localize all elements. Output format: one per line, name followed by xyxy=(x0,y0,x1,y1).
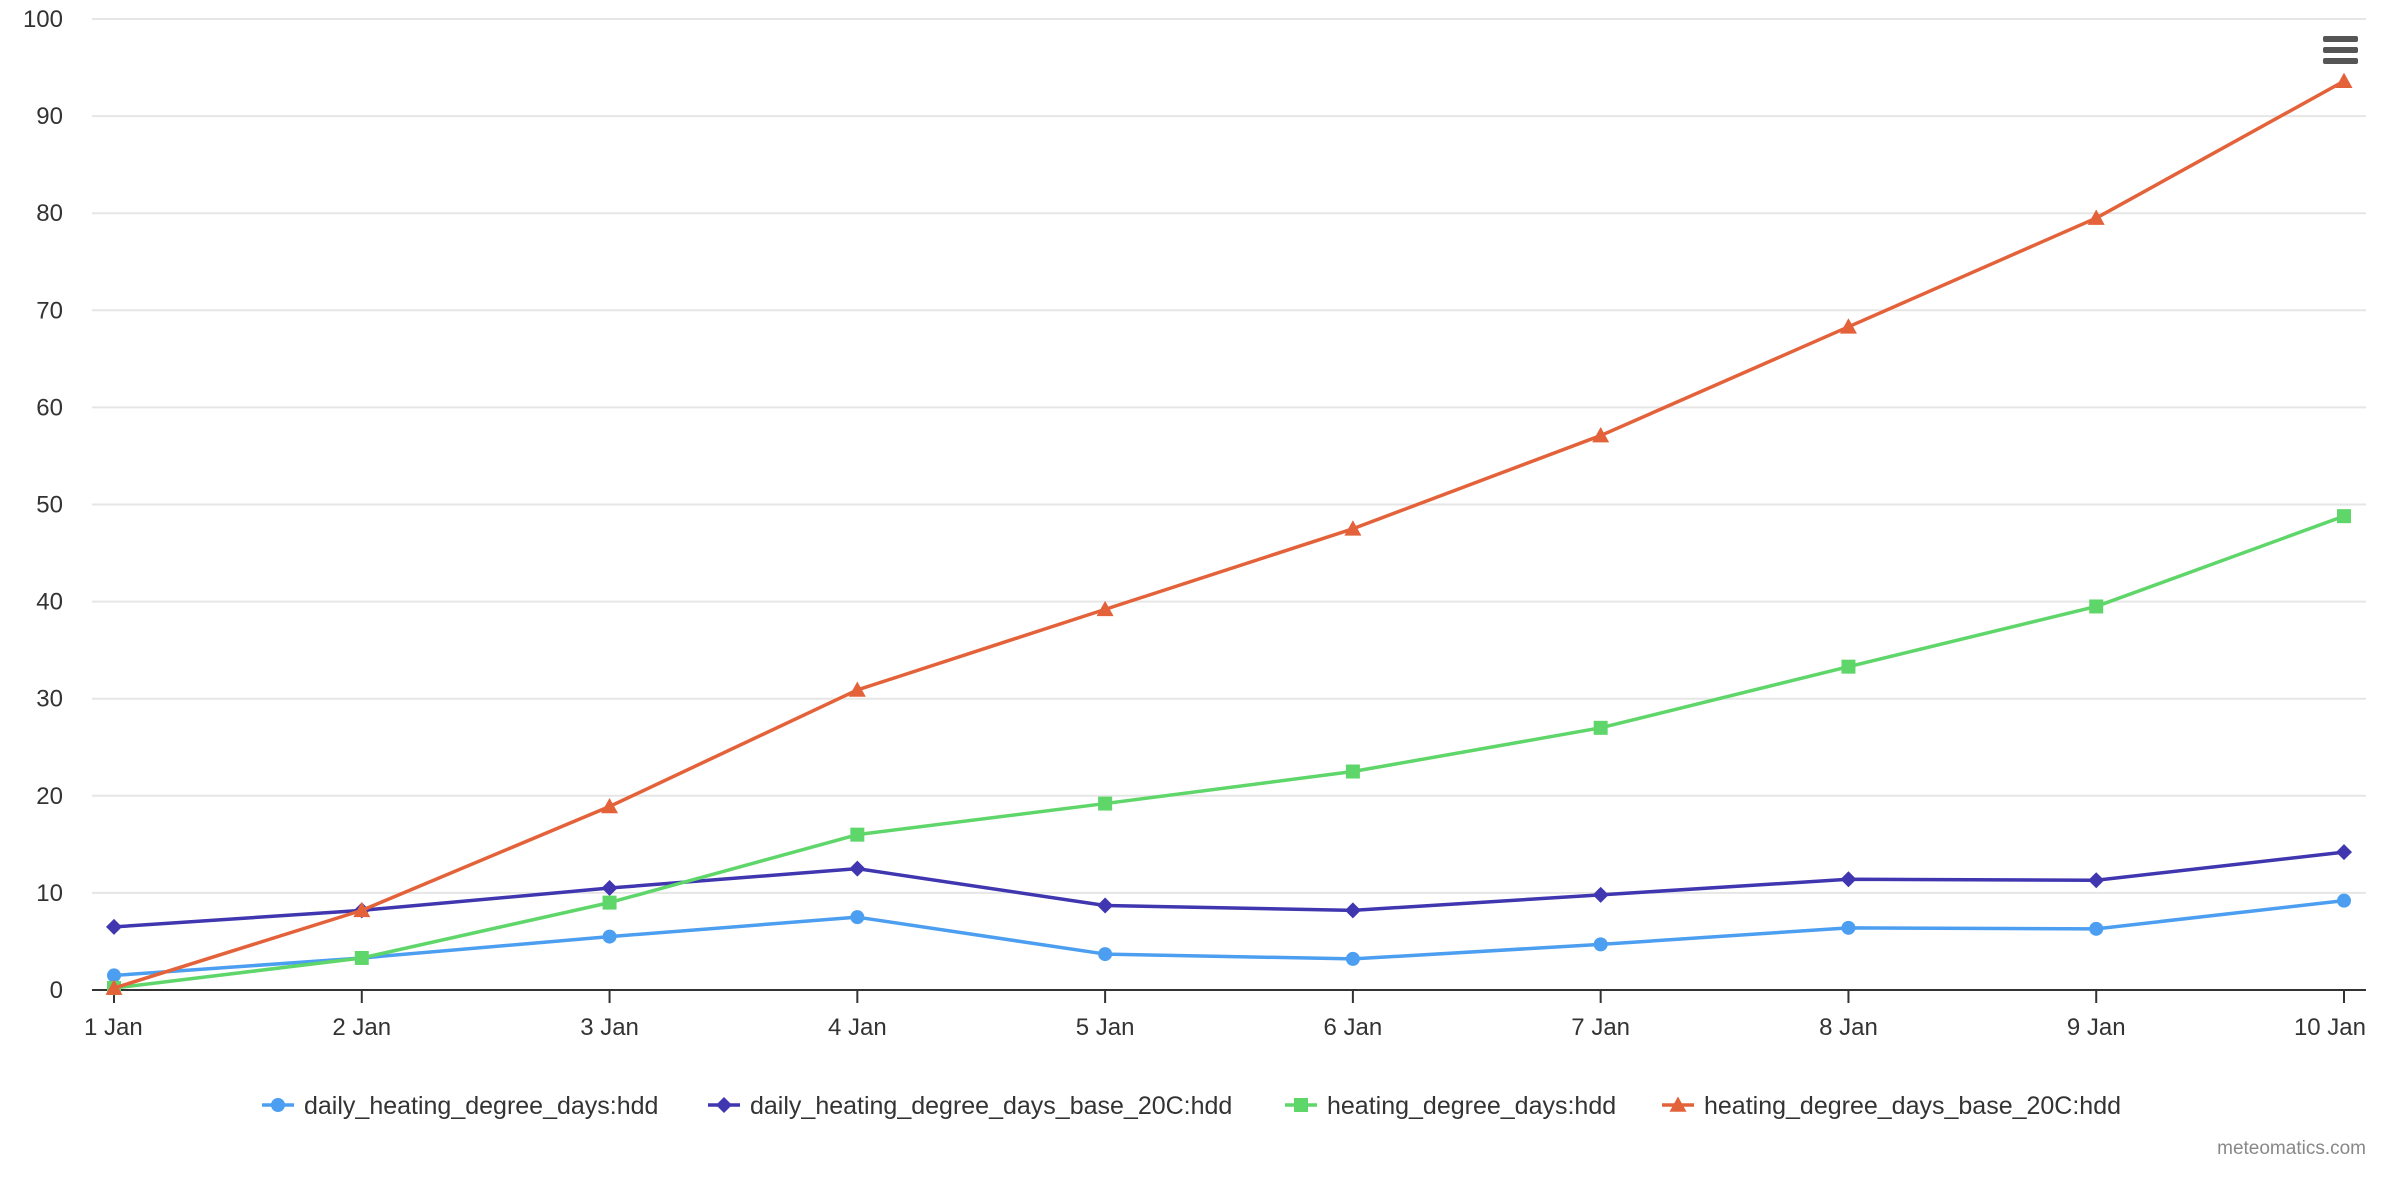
grid-lines xyxy=(92,18,2366,894)
y-tick-label: 70 xyxy=(36,297,63,324)
data-point-triangle[interactable] xyxy=(1839,318,1857,334)
legend-marker-diamond[interactable] xyxy=(716,1097,732,1113)
data-point-circle[interactable] xyxy=(1593,937,1608,952)
legend-label: heating_degree_days:hdd xyxy=(1327,1092,1616,1120)
legend-item[interactable]: daily_heating_degree_days_base_20C:hdd xyxy=(708,1092,1232,1120)
legend-label: daily_heating_degree_days:hdd xyxy=(304,1092,658,1120)
axes: 0 10 20 30 40 50 60 70 80 90 100 1 Jan 2 Jan 3 Jan 4 J… xyxy=(23,6,2366,1041)
hamburger-menu-icon xyxy=(2323,36,2358,64)
data-point-circle[interactable] xyxy=(602,929,617,944)
data-point-circle[interactable] xyxy=(2337,893,2351,908)
series-line[interactable] xyxy=(112,79,2346,990)
data-point-triangle[interactable] xyxy=(1344,520,1362,536)
data-point-diamond[interactable] xyxy=(2336,844,2352,861)
data-point-diamond[interactable] xyxy=(2088,872,2105,889)
x-tick-label: 6 Jan xyxy=(1324,1014,1383,1041)
data-point-triangle[interactable] xyxy=(601,797,619,814)
data-point-square[interactable] xyxy=(1098,796,1113,811)
x-tick-label: 2 Jan xyxy=(332,1014,391,1041)
y-tick-label: 50 xyxy=(36,492,63,519)
y-tick-label: 10 xyxy=(36,880,63,907)
legend-label: daily_heating_degree_days_base_20C:hdd xyxy=(750,1092,1232,1120)
x-tick-label: 9 Jan xyxy=(2067,1014,2126,1041)
legend-marker-circle[interactable] xyxy=(271,1098,285,1112)
x-tick-label: 3 Jan xyxy=(580,1014,639,1041)
x-tick-label: 8 Jan xyxy=(1819,1014,1878,1041)
series-line[interactable] xyxy=(112,898,2346,978)
data-point-diamond[interactable] xyxy=(1097,897,1114,914)
data-point-square[interactable] xyxy=(1593,720,1608,735)
data-point-diamond[interactable] xyxy=(106,918,122,935)
series-4 xyxy=(105,72,2353,995)
legend-item[interactable]: heating_degree_days_base_20C:hdd xyxy=(1662,1092,2121,1120)
legend-marker-square[interactable] xyxy=(1294,1098,1308,1112)
data-point-triangle[interactable] xyxy=(848,681,866,697)
data-point-triangle[interactable] xyxy=(353,901,371,918)
data-point-square[interactable] xyxy=(850,827,865,842)
legend-item[interactable]: daily_heating_degree_days:hdd xyxy=(262,1092,658,1120)
data-point-triangle[interactable] xyxy=(1592,427,1610,443)
data-point-diamond[interactable] xyxy=(601,880,618,897)
y-tick-label: 80 xyxy=(36,200,63,227)
data-point-square[interactable] xyxy=(602,895,617,910)
data-point-circle[interactable] xyxy=(2089,921,2104,936)
data-point-circle[interactable] xyxy=(107,968,121,983)
data-point-circle[interactable] xyxy=(1345,951,1360,966)
x-tick-label: 5 Jan xyxy=(1076,1014,1135,1041)
series-line[interactable] xyxy=(112,850,2346,929)
legend-marker-triangle[interactable] xyxy=(1669,1096,1687,1112)
y-tick-label: 90 xyxy=(36,103,63,130)
y-tick-label: 0 xyxy=(50,977,63,1004)
x-tick-label: 10 Jan xyxy=(2294,1014,2366,1041)
data-point-triangle[interactable] xyxy=(2087,209,2105,225)
data-point-triangle[interactable] xyxy=(2335,72,2353,88)
data-point-triangle[interactable] xyxy=(105,979,123,995)
y-tick-label: 60 xyxy=(36,394,63,421)
data-point-circle[interactable] xyxy=(1841,920,1856,935)
credit-link[interactable]: meteomatics.com xyxy=(2217,1138,2366,1159)
y-tick-label: 40 xyxy=(36,589,63,616)
legend-item[interactable]: heating_degree_days:hdd xyxy=(1285,1092,1616,1120)
y-tick-label: 20 xyxy=(36,783,63,810)
series-line[interactable] xyxy=(112,514,2346,990)
y-tick-label: 30 xyxy=(36,686,63,713)
data-point-diamond[interactable] xyxy=(1344,902,1361,919)
series-3 xyxy=(107,509,2351,996)
data-point-triangle[interactable] xyxy=(1096,600,1114,617)
legend-label: heating_degree_days_base_20C:hdd xyxy=(1704,1092,2121,1120)
x-tick-label: 4 Jan xyxy=(828,1014,887,1041)
data-point-circle[interactable] xyxy=(850,910,865,925)
data-point-diamond[interactable] xyxy=(1592,886,1609,903)
data-point-square[interactable] xyxy=(2089,599,2104,614)
x-tick-label: 7 Jan xyxy=(1571,1014,1630,1041)
series-2 xyxy=(106,844,2352,935)
data-point-diamond[interactable] xyxy=(1840,871,1857,888)
data-point-circle[interactable] xyxy=(1098,947,1113,962)
data-point-square[interactable] xyxy=(1841,659,1856,674)
data-point-diamond[interactable] xyxy=(849,860,866,877)
data-point-square[interactable] xyxy=(354,950,369,965)
legend: daily_heating_degree_days:hdd daily_heati… xyxy=(262,1092,2121,1120)
data-point-square[interactable] xyxy=(1345,764,1360,779)
y-tick-label: 100 xyxy=(23,6,63,33)
series-lines xyxy=(105,72,2353,996)
data-point-square[interactable] xyxy=(2337,509,2351,524)
x-tick-label: 1 Jan xyxy=(84,1014,143,1041)
chart-menu-button[interactable] xyxy=(2317,30,2365,72)
